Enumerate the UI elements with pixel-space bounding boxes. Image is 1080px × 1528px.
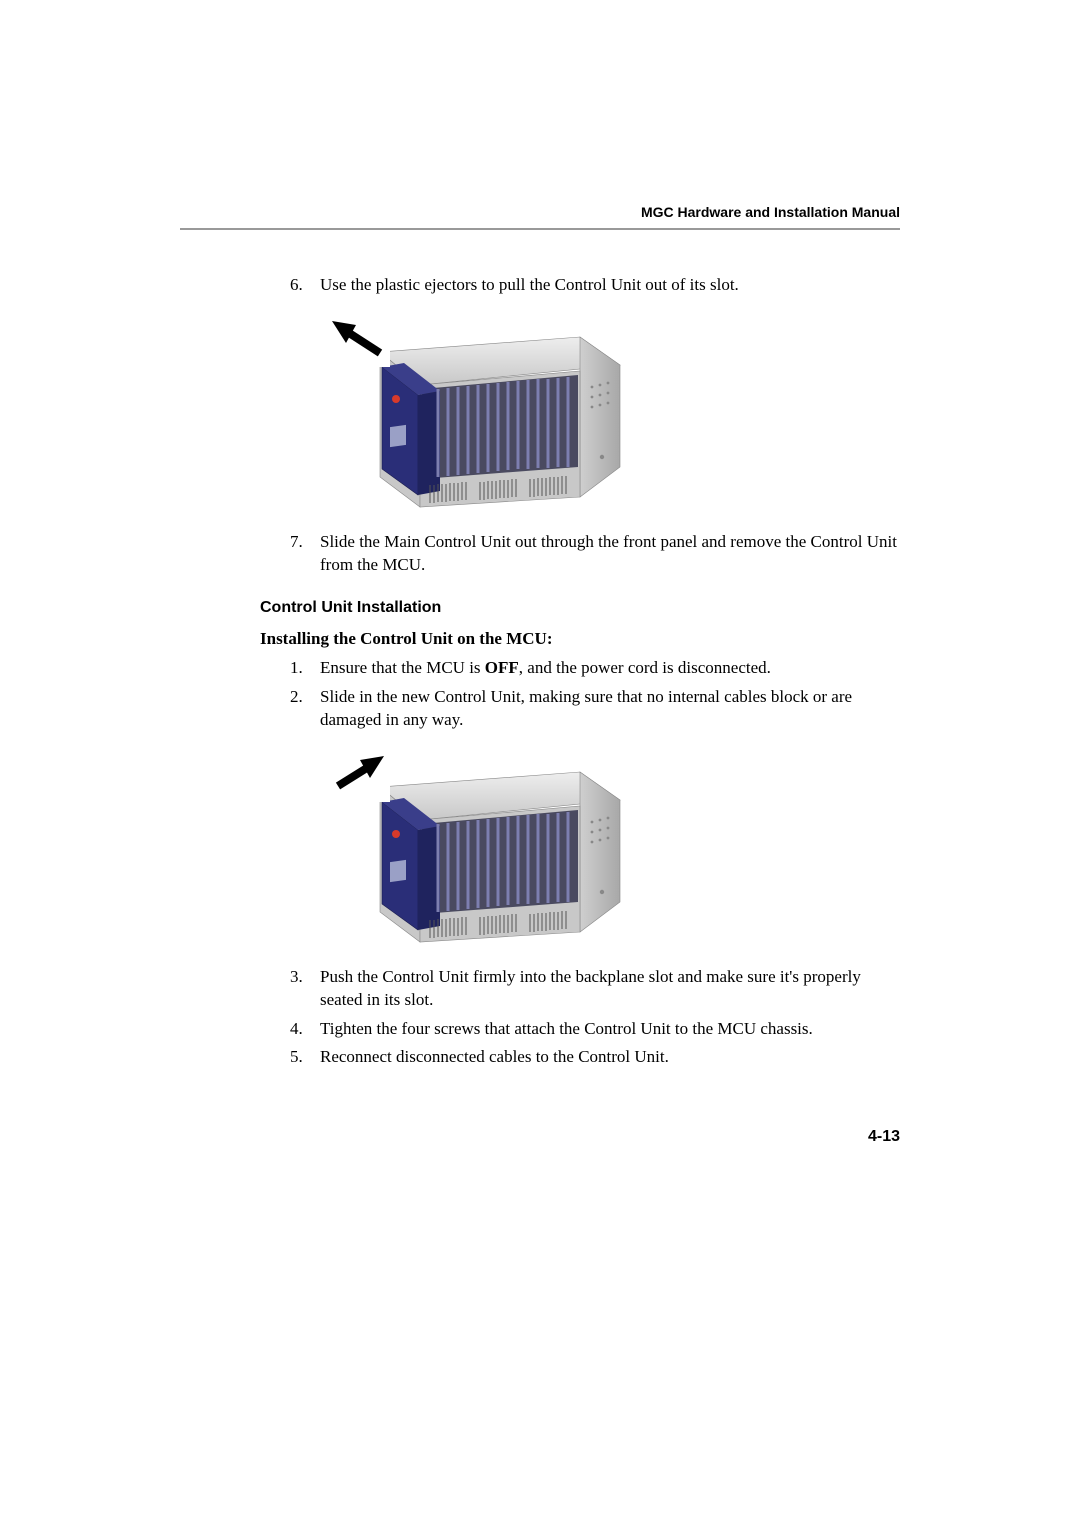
list-number: 2.	[290, 686, 320, 732]
list-text: Use the plastic ejectors to pull the Con…	[320, 274, 900, 297]
install-steps-list: 1. Ensure that the MCU is OFF, and the p…	[180, 657, 900, 732]
list-number: 1.	[290, 657, 320, 680]
list-item: 7. Slide the Main Control Unit out throu…	[290, 531, 900, 577]
figure-control-unit-install	[320, 742, 900, 952]
section-subheading: Installing the Control Unit on the MCU:	[260, 629, 900, 649]
figure-control-unit-removal	[320, 307, 900, 517]
list-text: Slide in the new Control Unit, making su…	[320, 686, 900, 732]
list-number: 6.	[290, 274, 320, 297]
list-number: 4.	[290, 1018, 320, 1041]
removal-steps-list: 6. Use the plastic ejectors to pull the …	[180, 274, 900, 297]
header-rule	[180, 228, 900, 230]
list-item: 3. Push the Control Unit firmly into the…	[290, 966, 900, 1012]
list-item: 2. Slide in the new Control Unit, making…	[290, 686, 900, 732]
page-number: 4-13	[868, 1128, 900, 1146]
text-pre: Ensure that the MCU is	[320, 658, 485, 677]
removal-steps-list-cont: 7. Slide the Main Control Unit out throu…	[180, 531, 900, 577]
list-number: 3.	[290, 966, 320, 1012]
text-bold: OFF	[485, 658, 519, 677]
list-number: 7.	[290, 531, 320, 577]
list-number: 5.	[290, 1046, 320, 1069]
list-text: Slide the Main Control Unit out through …	[320, 531, 900, 577]
list-item: 5. Reconnect disconnected cables to the …	[290, 1046, 900, 1069]
install-steps-list-cont: 3. Push the Control Unit firmly into the…	[180, 966, 900, 1070]
list-text: Reconnect disconnected cables to the Con…	[320, 1046, 900, 1069]
list-text: Ensure that the MCU is OFF, and the powe…	[320, 657, 900, 680]
list-text: Tighten the four screws that attach the …	[320, 1018, 900, 1041]
page-content: MGC Hardware and Installation Manual 6. …	[180, 204, 900, 1075]
mcu-install-illustration	[320, 742, 640, 952]
mcu-removal-illustration	[320, 307, 640, 517]
running-header: MGC Hardware and Installation Manual	[180, 204, 900, 220]
text-post: , and the power cord is disconnected.	[519, 658, 771, 677]
list-item: 6. Use the plastic ejectors to pull the …	[290, 274, 900, 297]
list-item: 4. Tighten the four screws that attach t…	[290, 1018, 900, 1041]
list-item: 1. Ensure that the MCU is OFF, and the p…	[290, 657, 900, 680]
list-text: Push the Control Unit firmly into the ba…	[320, 966, 900, 1012]
section-heading: Control Unit Installation	[260, 599, 900, 617]
